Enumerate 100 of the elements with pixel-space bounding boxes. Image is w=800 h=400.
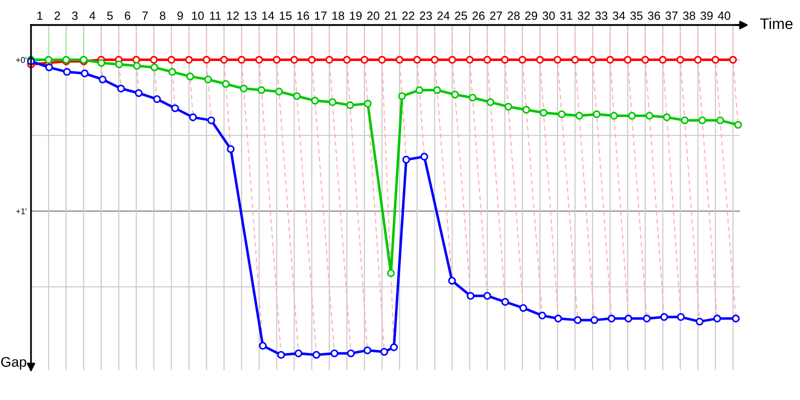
point bbox=[713, 314, 722, 322]
point bbox=[413, 56, 421, 64]
point bbox=[676, 56, 684, 64]
point bbox=[312, 350, 320, 359]
point bbox=[398, 92, 406, 100]
x-tick-label: 28 bbox=[508, 12, 520, 20]
point bbox=[734, 120, 742, 129]
x-tick-label: 40 bbox=[718, 12, 730, 20]
point bbox=[364, 346, 372, 354]
x-tick-label: 16 bbox=[297, 12, 310, 20]
point bbox=[134, 89, 143, 97]
point bbox=[204, 76, 212, 84]
point bbox=[451, 90, 459, 98]
point bbox=[658, 56, 667, 64]
point bbox=[696, 318, 704, 326]
x-tick-label: 12 bbox=[227, 12, 239, 20]
point bbox=[387, 269, 395, 278]
x-tick-label: 24 bbox=[437, 12, 450, 20]
point bbox=[590, 316, 598, 324]
y-axis-title: Gap bbox=[1, 356, 26, 370]
point bbox=[575, 112, 584, 120]
point bbox=[571, 56, 579, 64]
point bbox=[396, 56, 404, 64]
x-tick-label: 11 bbox=[210, 12, 221, 20]
x-tick-label: 2 bbox=[54, 12, 60, 20]
point bbox=[680, 116, 689, 124]
x-tick-label: 35 bbox=[630, 12, 643, 20]
point bbox=[150, 63, 158, 72]
point bbox=[729, 56, 737, 64]
x-tick-label: 10 bbox=[192, 12, 204, 20]
point bbox=[660, 313, 668, 321]
point bbox=[117, 84, 125, 92]
point bbox=[255, 56, 264, 64]
point bbox=[504, 102, 512, 111]
point bbox=[272, 56, 281, 64]
point bbox=[608, 314, 616, 322]
point bbox=[698, 116, 706, 124]
x-tick-label: 14 bbox=[262, 12, 274, 20]
x-tick-label: 21 bbox=[384, 12, 397, 20]
point bbox=[168, 56, 176, 64]
x-tick-label: 32 bbox=[578, 12, 590, 20]
point bbox=[518, 56, 526, 64]
x-tick-label: 23 bbox=[420, 12, 432, 20]
point bbox=[168, 68, 176, 76]
point bbox=[277, 350, 285, 359]
point bbox=[330, 349, 338, 358]
point bbox=[220, 56, 228, 64]
point bbox=[202, 56, 210, 64]
x-tick-label: 39 bbox=[700, 12, 713, 20]
point bbox=[207, 116, 216, 124]
x-tick-label: 25 bbox=[454, 12, 468, 20]
point bbox=[522, 106, 530, 114]
point bbox=[292, 92, 301, 100]
x-tick-label: 27 bbox=[490, 12, 502, 20]
x-tick-label: 30 bbox=[542, 12, 555, 20]
point bbox=[554, 56, 562, 64]
x-tick-label: 22 bbox=[402, 12, 414, 20]
point bbox=[290, 56, 298, 64]
point bbox=[325, 56, 334, 64]
point bbox=[222, 80, 230, 88]
point bbox=[294, 349, 302, 358]
point bbox=[483, 56, 492, 64]
x-tick-label: 18 bbox=[332, 12, 344, 20]
point bbox=[360, 56, 368, 64]
point bbox=[343, 56, 351, 64]
point bbox=[466, 56, 474, 64]
x-tick-label: 29 bbox=[525, 12, 538, 20]
point bbox=[624, 56, 632, 64]
point bbox=[311, 96, 319, 105]
point bbox=[433, 86, 441, 94]
x-tick-label: 17 bbox=[314, 12, 327, 20]
point bbox=[662, 113, 671, 122]
point bbox=[466, 292, 475, 300]
x-tick-label: 31 bbox=[560, 12, 572, 20]
x-tick-label: 6 bbox=[124, 12, 130, 20]
x-tick-label: 4 bbox=[89, 12, 96, 20]
point bbox=[606, 56, 614, 64]
point bbox=[554, 314, 562, 322]
point bbox=[189, 113, 197, 122]
x-tick-label: 5 bbox=[107, 12, 113, 20]
point bbox=[540, 108, 548, 117]
y-tick-label: +0' bbox=[16, 57, 26, 63]
point bbox=[712, 56, 720, 64]
point bbox=[420, 152, 428, 161]
x-tick-label: 34 bbox=[612, 12, 626, 20]
point bbox=[402, 156, 410, 164]
point bbox=[716, 116, 724, 124]
point bbox=[328, 98, 336, 106]
point bbox=[468, 94, 476, 102]
point bbox=[610, 112, 618, 120]
point bbox=[646, 112, 654, 120]
point bbox=[80, 70, 89, 78]
point bbox=[390, 343, 398, 352]
point bbox=[150, 56, 158, 64]
point bbox=[501, 298, 510, 306]
point bbox=[558, 110, 566, 118]
point bbox=[98, 76, 106, 84]
x-tick-label: 7 bbox=[142, 12, 148, 20]
y-tick-label: +1' bbox=[16, 208, 26, 214]
x-tick-label: 8 bbox=[160, 12, 166, 20]
